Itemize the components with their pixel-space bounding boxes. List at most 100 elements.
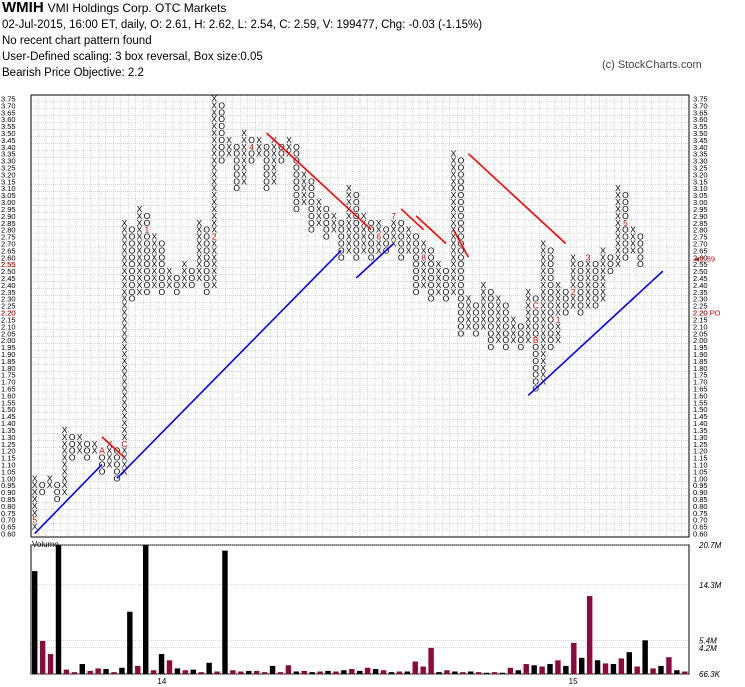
x-box: X (451, 183, 457, 193)
x-box: X (346, 238, 352, 248)
o-box: O (308, 204, 315, 214)
o-box: O (203, 266, 210, 276)
x-box: X (47, 473, 53, 483)
price-objective-label-left: 2.20 (1, 309, 16, 318)
y-tick-left: 1.65 (1, 385, 16, 394)
x-box: X (77, 446, 83, 456)
o-box: O (532, 377, 539, 387)
o-box: O (413, 245, 420, 255)
o-box: O (532, 328, 539, 338)
volume-bar (666, 657, 672, 674)
x-box: X (436, 273, 442, 283)
x-box: X (346, 211, 352, 221)
o-box: O (129, 294, 136, 304)
o-box: O (577, 301, 584, 311)
volume-bar (388, 672, 395, 674)
x-box: X (137, 204, 143, 214)
volume-scale-label: 5.4M (699, 636, 717, 645)
x-box: X (421, 259, 427, 269)
volume-bar (55, 545, 62, 674)
o-box: O (458, 266, 465, 276)
o-box: O (203, 280, 210, 290)
x-box: X (525, 294, 531, 304)
volume-bar (277, 672, 284, 674)
o-box: O (622, 238, 629, 248)
o-box: O (159, 266, 166, 276)
o-box: O (368, 252, 375, 262)
x-box: X (256, 135, 262, 145)
y-tick-left: 3.50 (1, 129, 16, 138)
x-box: X (451, 238, 457, 248)
x-box: X (361, 211, 367, 221)
y-tick-left: 3.25 (1, 164, 16, 173)
o-box: O (458, 273, 465, 283)
x-box: X (122, 245, 128, 255)
x-box: X (346, 232, 352, 242)
x-box: X (510, 328, 516, 338)
o-box: O (129, 266, 136, 276)
o-box: O (114, 459, 121, 469)
x-box: X (211, 156, 217, 166)
x-box: X (421, 273, 427, 283)
x-box: X (271, 169, 277, 179)
y-tick-right: 1.80 (693, 364, 708, 373)
o-box: O (159, 280, 166, 290)
o-box: O (398, 225, 405, 235)
x-box: X (451, 218, 457, 228)
x-box: X (466, 294, 472, 304)
volume-bar (142, 545, 149, 674)
o-box: O (203, 225, 210, 235)
x-box: X (316, 211, 322, 221)
o-box: O (428, 266, 435, 276)
x-box: X (241, 128, 247, 138)
o-box: O (144, 252, 151, 262)
y-tick-left: 1.05 (1, 467, 16, 476)
o-box: O (488, 321, 495, 331)
o-box: O (622, 190, 629, 200)
resistance-line (415, 215, 447, 245)
o-box: O (293, 142, 300, 152)
x-box: X (122, 225, 128, 235)
o-box: O (428, 252, 435, 262)
o-box: O (129, 245, 136, 255)
o-box: O (263, 176, 270, 186)
volume-bar (174, 668, 181, 674)
volume-bar (269, 665, 276, 674)
o-box: O (353, 245, 360, 255)
support-line (34, 463, 103, 535)
o-box: O (129, 280, 136, 290)
o-box: O (69, 446, 76, 456)
x-box: X (122, 446, 128, 456)
x-box: X (540, 356, 546, 366)
y-tick-right: 2.30 (693, 295, 708, 304)
o-box: O (159, 273, 166, 283)
o-box: O (458, 328, 465, 338)
x-box: X (615, 225, 621, 235)
x-box: X (451, 273, 457, 283)
x-box: X (122, 397, 128, 407)
o-box: O (488, 308, 495, 318)
x-box: X (540, 294, 546, 304)
o-box: O (398, 238, 405, 248)
x-box: X (211, 107, 217, 117)
x-box: X (451, 287, 457, 297)
x-box: X (555, 335, 561, 345)
volume-bar (483, 672, 490, 674)
o-box: O (532, 308, 539, 318)
volume-bar (372, 669, 379, 674)
x-box: X (391, 238, 397, 248)
x-box: X (570, 280, 576, 290)
o-box: O (547, 259, 554, 269)
o-box: O (637, 232, 644, 242)
o-box: O (188, 273, 195, 283)
o-box: O (473, 314, 480, 324)
y-tick-left: 2.15 (1, 315, 16, 324)
support-line (116, 249, 342, 479)
x-box: X (32, 487, 38, 497)
volume-bar (436, 672, 442, 674)
y-tick-left: 0.65 (1, 523, 16, 532)
symbol: WMIH (2, 0, 44, 16)
y-tick-right: 1.40 (693, 419, 708, 428)
volume-bar (444, 670, 450, 674)
x-box: X (331, 225, 337, 235)
